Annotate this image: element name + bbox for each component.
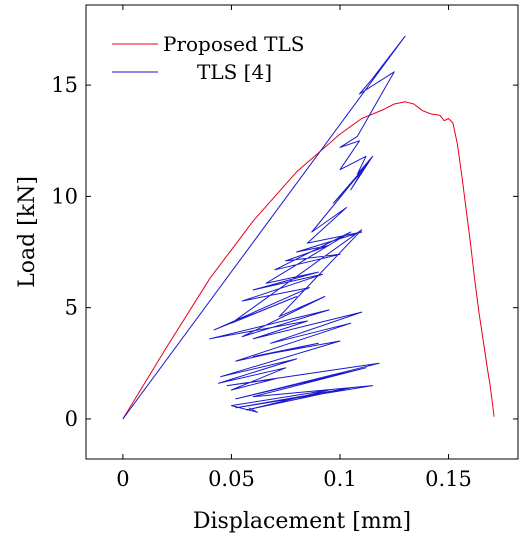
plot-frame [85,4,519,460]
x-tick-label: 0.15 [425,467,472,491]
legend-label-1: Proposed TLS [163,32,304,56]
x-tick-label: 0 [116,467,129,491]
series-line-2 [122,35,406,420]
x-tick-label: 0.1 [323,467,356,491]
x-tick-label: 0.05 [208,467,255,491]
y-tick-label: 5 [65,296,78,320]
legend-label-2: TLS [4] [197,60,272,84]
series-line-1 [122,101,495,420]
y-tick-label: 0 [65,407,78,431]
x-axis: 0 0.05 0.1 0.15 [116,5,472,491]
y-axis-title: Load [kN] [15,176,40,288]
x-axis-title: Displacement [mm] [193,509,411,533]
y-tick-label: 10 [51,184,78,208]
series-layer [122,35,495,420]
y-tick-label: 15 [51,73,78,97]
legend: Proposed TLS TLS [4] [112,32,304,84]
y-axis: 0 5 10 15 [51,73,518,431]
